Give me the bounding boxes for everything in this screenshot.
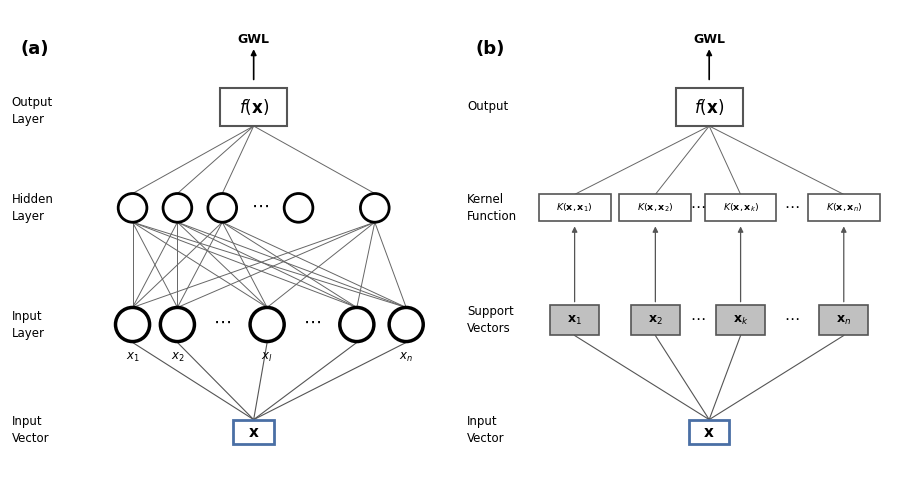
Text: $\mathbf{x}$: $\mathbf{x}$ (703, 425, 715, 440)
Circle shape (361, 193, 389, 222)
FancyBboxPatch shape (808, 194, 879, 221)
Text: Input
Vector: Input Vector (11, 415, 49, 445)
Text: $\cdots$: $\cdots$ (303, 313, 321, 331)
FancyBboxPatch shape (689, 420, 730, 444)
Text: $\cdots$: $\cdots$ (785, 198, 800, 213)
Text: $K(\mathbf{x},\mathbf{x}_n)$: $K(\mathbf{x},\mathbf{x}_n)$ (825, 202, 862, 214)
FancyBboxPatch shape (676, 88, 743, 126)
Text: GWL: GWL (693, 33, 725, 46)
Text: $K(\mathbf{x},\mathbf{x}_k)$: $K(\mathbf{x},\mathbf{x}_k)$ (722, 202, 758, 214)
FancyBboxPatch shape (550, 306, 599, 335)
Text: $\mathbf{x}_2$: $\mathbf{x}_2$ (648, 313, 663, 327)
Text: $\mathbf{x}$: $\mathbf{x}$ (248, 425, 260, 440)
Circle shape (340, 308, 374, 341)
Circle shape (161, 308, 195, 341)
Text: $\cdots$: $\cdots$ (690, 198, 706, 213)
Circle shape (389, 308, 423, 341)
FancyBboxPatch shape (620, 194, 691, 221)
FancyBboxPatch shape (220, 88, 287, 126)
Text: $f(\mathbf{x})$: $f(\mathbf{x})$ (239, 97, 269, 117)
Text: $K(\mathbf{x},\mathbf{x}_1)$: $K(\mathbf{x},\mathbf{x}_1)$ (556, 202, 593, 214)
Text: $\mathbf{x}_n$: $\mathbf{x}_n$ (836, 313, 851, 327)
FancyBboxPatch shape (705, 194, 777, 221)
FancyBboxPatch shape (819, 306, 868, 335)
Text: $\cdots$: $\cdots$ (213, 313, 231, 331)
Text: GWL: GWL (238, 33, 270, 46)
Text: Hidden
Layer: Hidden Layer (11, 193, 53, 223)
Circle shape (118, 193, 147, 222)
Circle shape (116, 308, 150, 341)
Text: Support
Vectors: Support Vectors (467, 305, 514, 335)
Circle shape (250, 308, 285, 341)
Text: (a): (a) (20, 40, 49, 58)
Text: Input
Layer: Input Layer (11, 309, 44, 339)
Text: Output: Output (467, 100, 509, 114)
FancyBboxPatch shape (716, 306, 766, 335)
Text: $x_2$: $x_2$ (171, 350, 185, 364)
Circle shape (207, 193, 237, 222)
Text: $x_n$: $x_n$ (399, 350, 413, 364)
Circle shape (285, 193, 313, 222)
Circle shape (163, 193, 192, 222)
Text: Kernel
Function: Kernel Function (467, 193, 517, 223)
Text: $\cdots$: $\cdots$ (690, 310, 706, 325)
Text: $x_l$: $x_l$ (262, 350, 273, 364)
Text: $K(\mathbf{x},\mathbf{x}_2)$: $K(\mathbf{x},\mathbf{x}_2)$ (637, 202, 674, 214)
FancyBboxPatch shape (233, 420, 274, 444)
Text: $x_1$: $x_1$ (126, 350, 140, 364)
FancyBboxPatch shape (539, 194, 610, 221)
Text: $\mathbf{x}_1$: $\mathbf{x}_1$ (567, 313, 582, 327)
Text: $\cdots$: $\cdots$ (785, 310, 800, 325)
Text: (b): (b) (476, 40, 505, 58)
Text: $\mathbf{x}_k$: $\mathbf{x}_k$ (733, 313, 748, 327)
Text: Output
Layer: Output Layer (11, 96, 52, 126)
Text: $f(\mathbf{x})$: $f(\mathbf{x})$ (694, 97, 724, 117)
Text: $\cdots$: $\cdots$ (252, 197, 269, 215)
Text: Input
Vector: Input Vector (467, 415, 505, 445)
FancyBboxPatch shape (631, 306, 680, 335)
